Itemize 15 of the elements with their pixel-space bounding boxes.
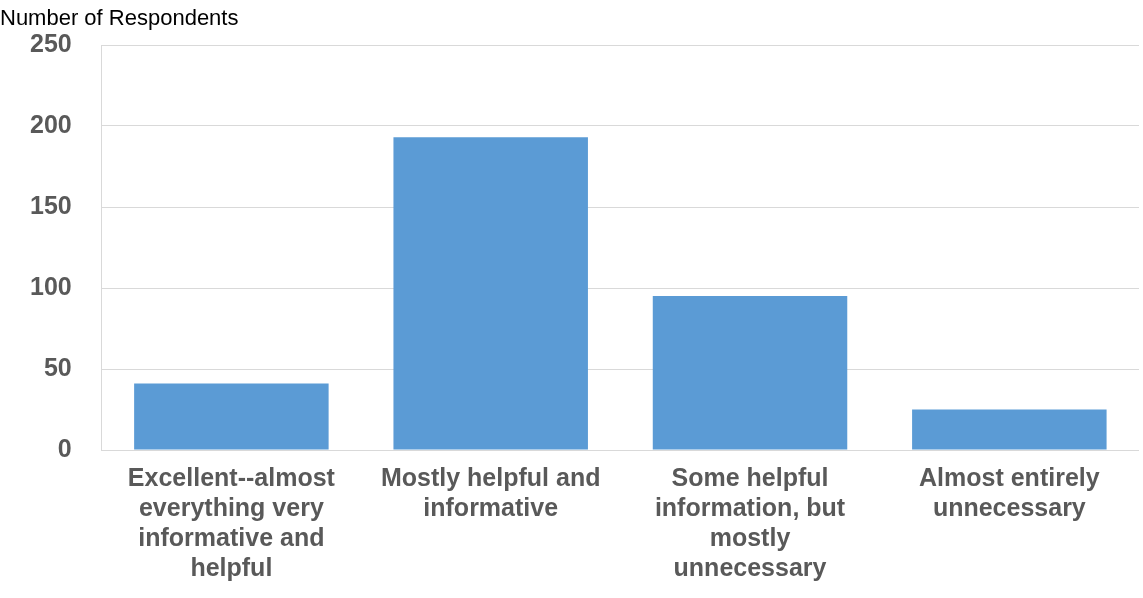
bar (912, 409, 1107, 450)
y-axis-title: Number of Respondents (0, 5, 239, 31)
x-tick-label: Almost entirely unnecessary (919, 462, 1100, 521)
x-tick-label: Mostly helpful and informative (380, 462, 601, 521)
bar (652, 296, 848, 450)
bar (134, 383, 329, 450)
y-tick-label: 0 (57, 433, 72, 462)
x-tick-label: Some helpful information, but mostly unnecessary (654, 462, 846, 581)
y-tick-label: 250 (29, 28, 72, 57)
y-tick-label: 150 (29, 190, 72, 219)
y-tick-label: 200 (29, 109, 72, 138)
x-tick-label: Excellent--almost everything very informative and helpful (127, 462, 336, 581)
y-tick-label: 100 (29, 271, 72, 300)
y-tick-label: 50 (43, 352, 72, 381)
bar (393, 137, 588, 450)
